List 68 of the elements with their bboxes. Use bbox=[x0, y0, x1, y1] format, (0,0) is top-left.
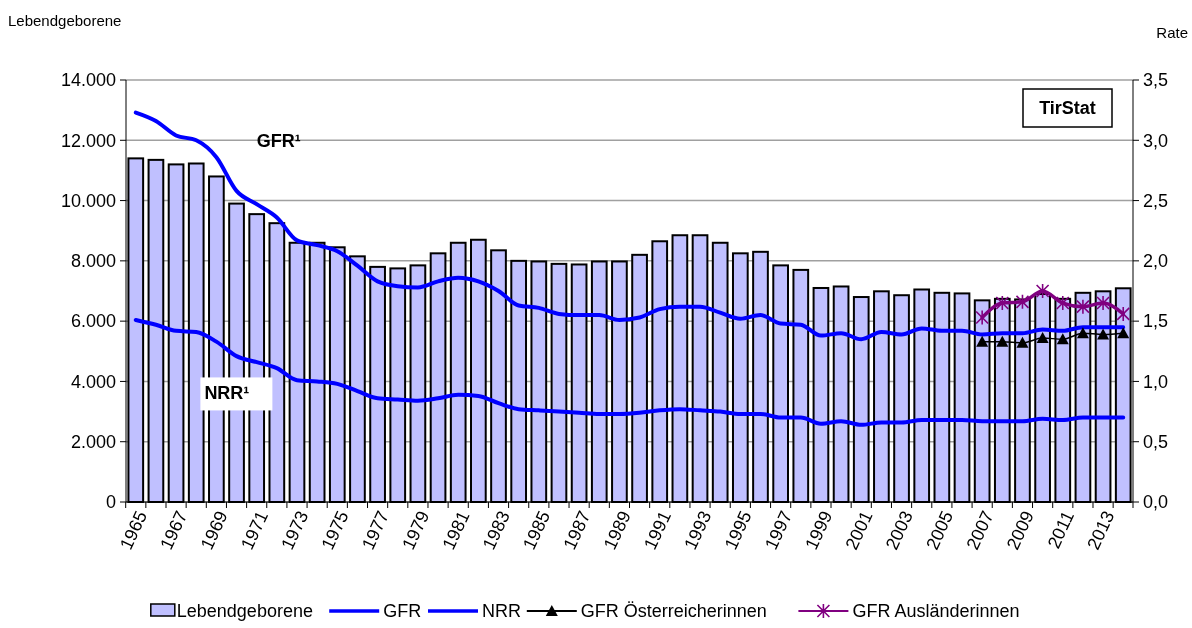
point bbox=[1016, 336, 1029, 348]
x-tick-label: 2001 bbox=[841, 507, 877, 553]
x-tick-label: 1981 bbox=[438, 507, 474, 553]
point bbox=[976, 335, 989, 347]
x-tick-label: 1965 bbox=[116, 507, 152, 553]
annotation: NRR¹ bbox=[204, 383, 250, 404]
x-tick-label: 2005 bbox=[922, 507, 958, 553]
annotation: TirStat bbox=[1039, 98, 1096, 119]
x-tick-label: 2003 bbox=[881, 507, 917, 553]
x-tick-label: 1967 bbox=[156, 507, 192, 553]
x-tick-label: 1975 bbox=[317, 507, 353, 553]
y2-tick-label: 2,0 bbox=[1143, 251, 1169, 272]
annotation: GFR¹ bbox=[256, 131, 301, 152]
y2-tick-label: 3,5 bbox=[1143, 70, 1169, 91]
x-tick-label: 1991 bbox=[640, 507, 676, 553]
y2-tick-label: 0,5 bbox=[1143, 432, 1169, 453]
point bbox=[1055, 295, 1070, 311]
legend-label: NRR bbox=[482, 601, 521, 622]
legend-label: GFR bbox=[383, 601, 422, 622]
y-tick-label: 8.000 bbox=[70, 251, 116, 272]
x-tick-label: 2013 bbox=[1083, 507, 1119, 553]
x-tick-label: 1987 bbox=[559, 507, 595, 553]
point bbox=[1076, 298, 1090, 315]
y-tick-label: 12.000 bbox=[60, 130, 116, 151]
line-series bbox=[133, 317, 1126, 427]
y2-tick-label: 1,5 bbox=[1143, 311, 1169, 332]
y-tick-label: 0 bbox=[105, 492, 116, 513]
y2-tick-label: 3,0 bbox=[1143, 130, 1169, 151]
point bbox=[1117, 327, 1130, 339]
y2-tick-label: 0,0 bbox=[1143, 492, 1169, 513]
y-tick-label: 10.000 bbox=[60, 190, 116, 211]
point bbox=[995, 295, 1010, 311]
x-tick-label: 1969 bbox=[196, 507, 232, 553]
legend-label: Lebendgeborene bbox=[176, 601, 313, 622]
x-tick-label: 1999 bbox=[801, 507, 837, 553]
x-tick-label: 1979 bbox=[398, 507, 434, 553]
y2-tick-label: 2,5 bbox=[1143, 190, 1169, 211]
x-tick-label: 1993 bbox=[680, 507, 716, 553]
point bbox=[1076, 327, 1089, 339]
y-tick-label: 6.000 bbox=[70, 311, 116, 332]
point bbox=[1096, 295, 1110, 311]
x-tick-label: 1995 bbox=[720, 507, 756, 553]
y2-axis-title: Rate bbox=[1156, 24, 1188, 41]
point bbox=[1035, 283, 1050, 299]
point bbox=[1056, 333, 1069, 345]
y-tick-label: 4.000 bbox=[70, 371, 116, 392]
x-tick-label: 2011 bbox=[1043, 507, 1079, 552]
legend-label: GFR Ausländerinnen bbox=[852, 601, 1020, 622]
x-tick-label: 2009 bbox=[1002, 507, 1038, 553]
point bbox=[1116, 306, 1131, 322]
point bbox=[996, 335, 1009, 347]
x-tick-label: 1989 bbox=[599, 507, 635, 553]
x-tick-label: 1985 bbox=[519, 507, 555, 553]
x-tick-label: 1977 bbox=[357, 507, 393, 553]
x-tick-label: 1983 bbox=[478, 507, 514, 553]
legend-label: GFR Österreicherinnen bbox=[580, 601, 767, 622]
x-tick-label: 1997 bbox=[760, 507, 796, 553]
x-tick-label: 2007 bbox=[962, 507, 998, 553]
y2-tick-label: 1,0 bbox=[1143, 371, 1169, 392]
point bbox=[1036, 332, 1049, 344]
y-tick-label: 2.000 bbox=[70, 432, 116, 453]
x-tick-label: 1971 bbox=[236, 507, 273, 553]
point bbox=[1015, 294, 1030, 310]
point bbox=[975, 309, 989, 326]
y-tick-label: 14.000 bbox=[60, 70, 116, 91]
x-tick-label: 1973 bbox=[277, 507, 313, 553]
point bbox=[1097, 328, 1110, 340]
y-axis-title: Lebendgeborene bbox=[8, 12, 122, 29]
